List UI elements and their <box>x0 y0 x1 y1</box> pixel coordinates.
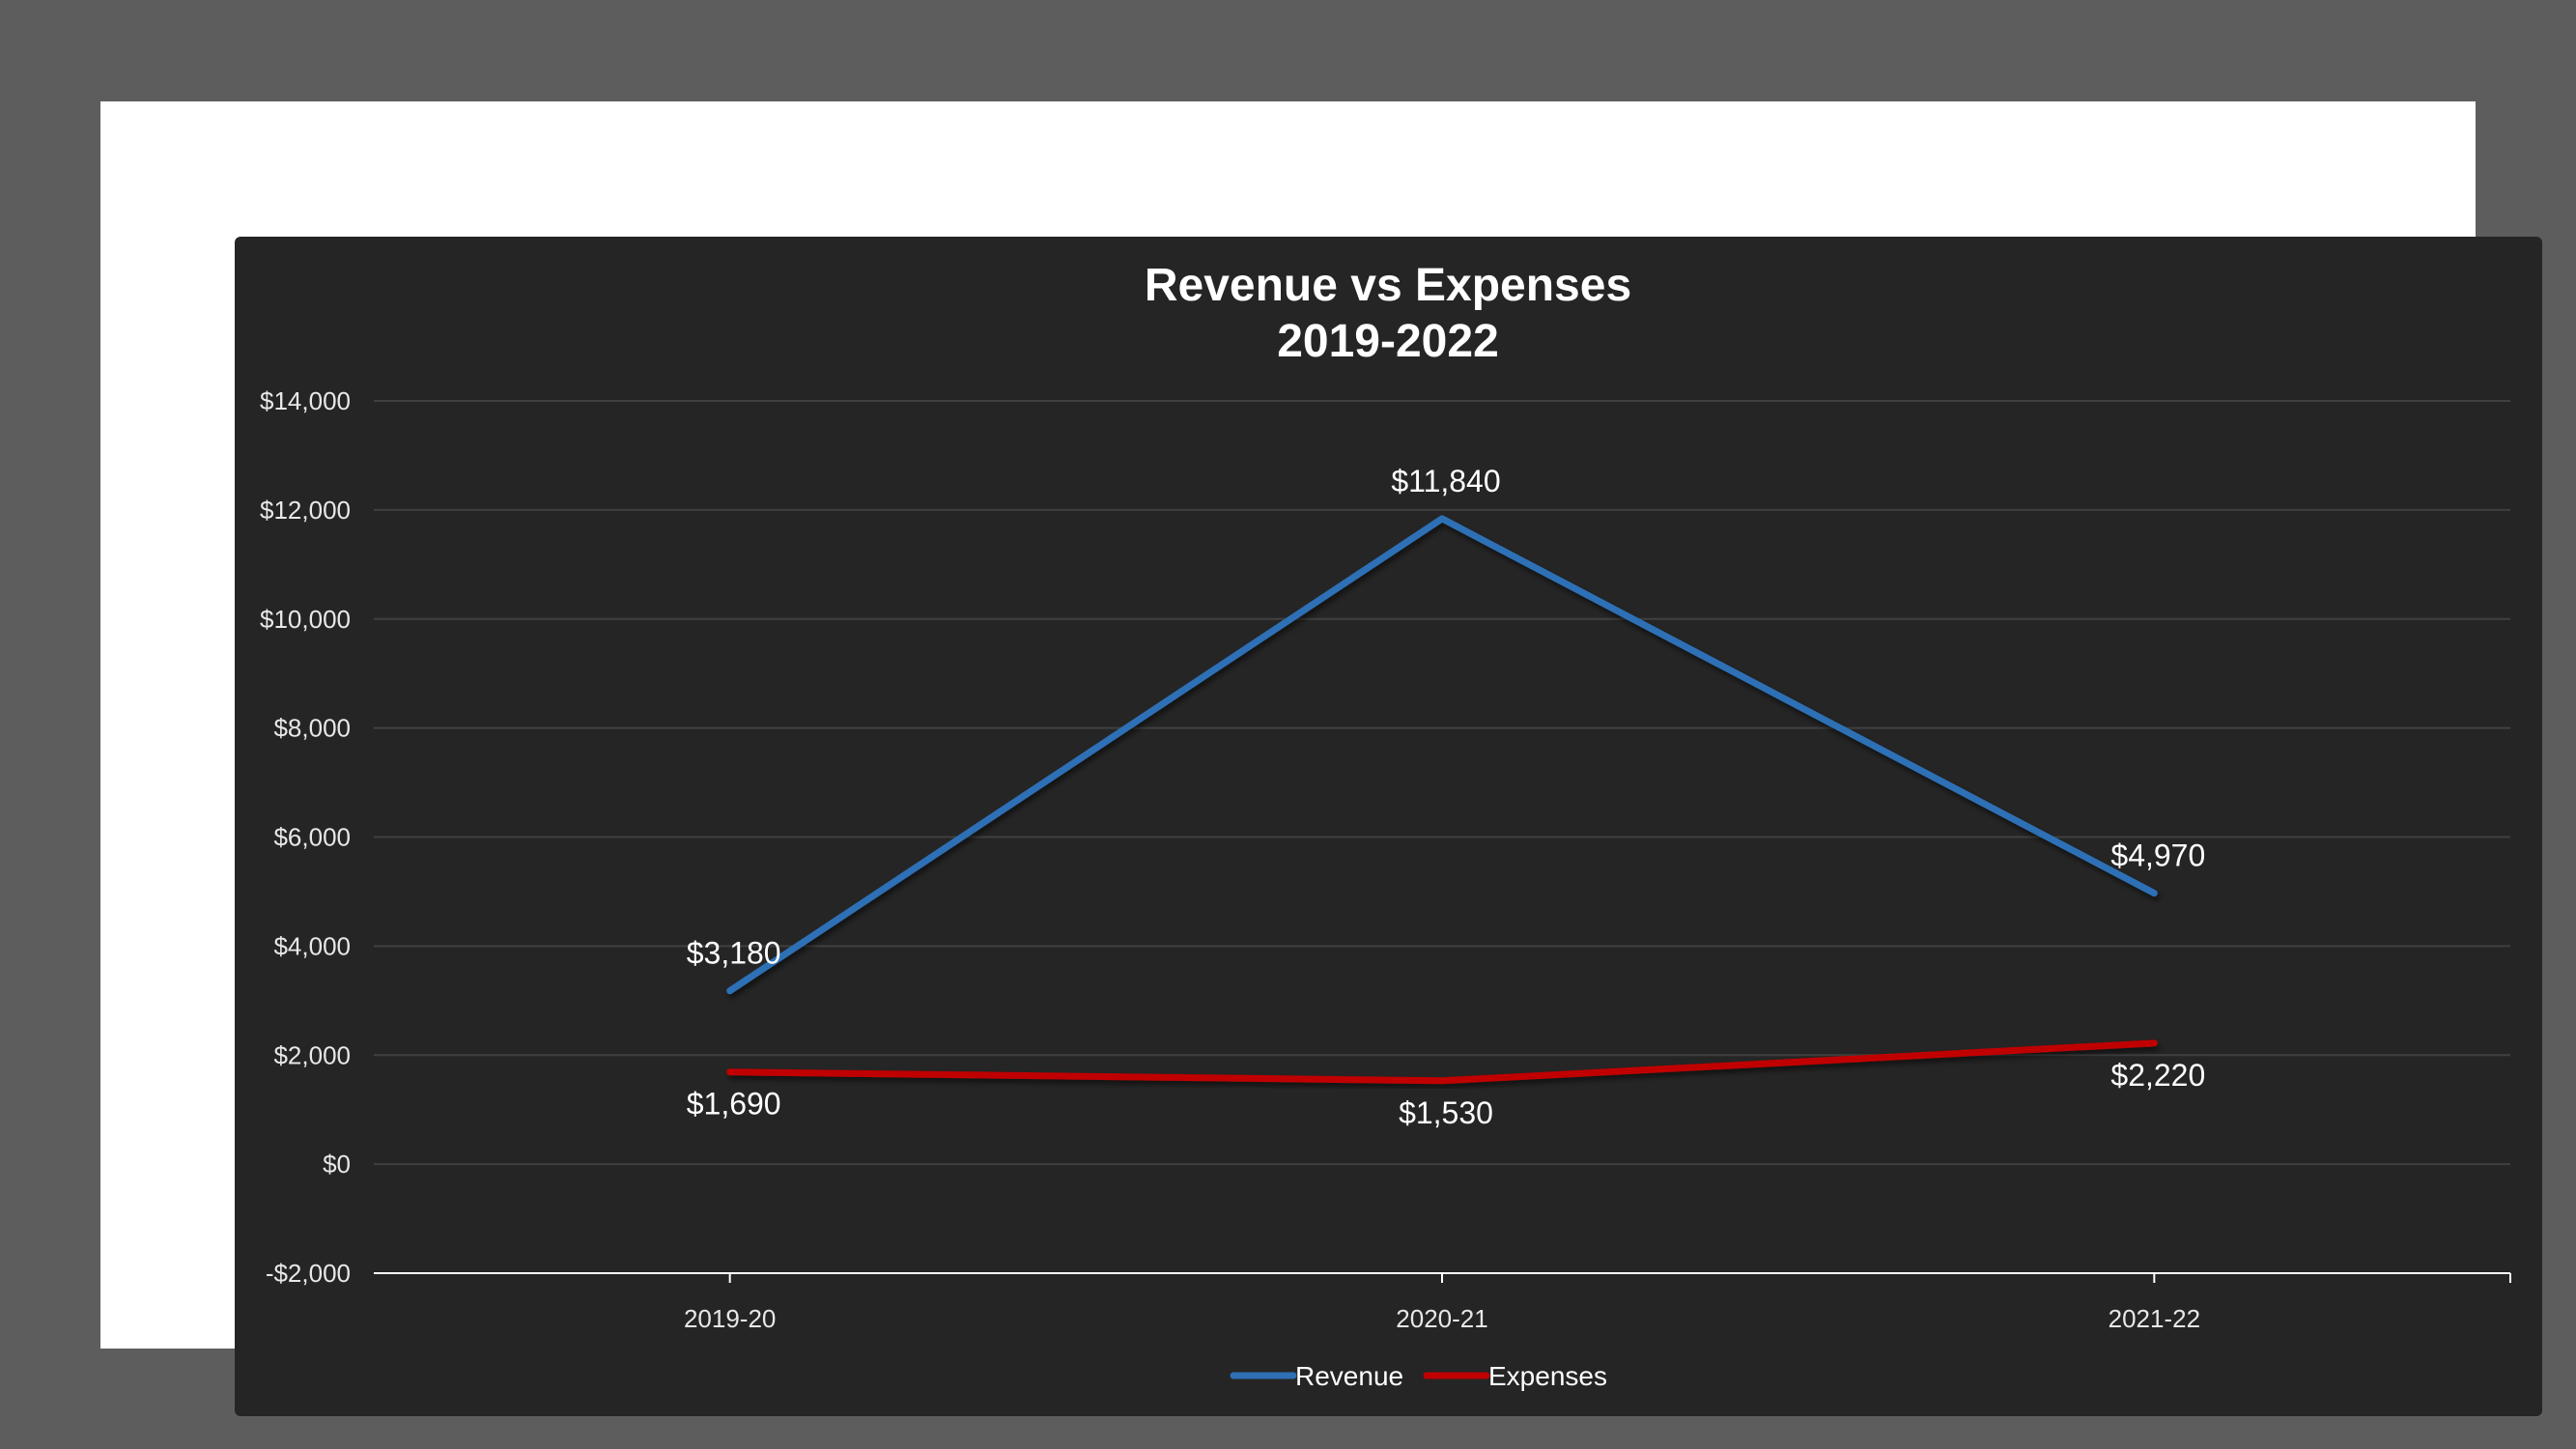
chart-frame: Revenue vs Expenses 2019-2022 -$2,000 $0 $… <box>100 101 2542 1416</box>
y-tick-label: $6,000 <box>273 823 351 852</box>
y-tick-label: -$2,000 <box>266 1259 351 1288</box>
y-tick-label: $4,000 <box>273 931 351 960</box>
legend-label-revenue: Revenue <box>1295 1361 1403 1391</box>
series-line-expenses <box>726 1039 2158 1085</box>
gridlines <box>374 400 2510 1274</box>
chart-area: Revenue vs Expenses 2019-2022 -$2,000 $0 $… <box>235 237 2542 1416</box>
data-labels: $3,180 $11,840 $4,970 $1,690 $1,530 $2,220 <box>687 464 2206 1130</box>
x-axis: 2019-20 2020-21 2021-22 <box>684 1273 2511 1333</box>
data-label-revenue: $11,840 <box>1391 464 1500 498</box>
y-axis: -$2,000 $0 $2,000 $4,000 $6,000 $8,000 $10,000… <box>260 386 351 1288</box>
legend-label-expenses: Expenses <box>1488 1361 1607 1391</box>
x-tick-label: 2020-21 <box>1396 1304 1487 1333</box>
y-tick-label: $12,000 <box>260 496 351 525</box>
legend: Revenue Expenses <box>1230 1361 1607 1391</box>
y-tick-label: $2,000 <box>273 1040 351 1069</box>
x-tick-label: 2019-20 <box>684 1304 776 1333</box>
data-label-expenses: $1,690 <box>687 1087 781 1122</box>
y-tick-label: $8,000 <box>273 714 351 743</box>
series-lines <box>726 515 2158 1085</box>
x-tick-label: 2021-22 <box>2109 1304 2200 1333</box>
y-tick-label: $14,000 <box>260 386 351 415</box>
data-label-revenue: $3,180 <box>687 936 781 971</box>
chart-title: Revenue vs Expenses <box>1145 260 1631 311</box>
data-label-revenue: $4,970 <box>2110 838 2205 873</box>
data-label-expenses: $2,220 <box>2110 1058 2205 1093</box>
chart-subtitle: 2019-2022 <box>1277 316 1499 367</box>
y-tick-label: $10,000 <box>260 605 351 634</box>
y-tick-label: $0 <box>323 1150 351 1179</box>
data-label-expenses: $1,530 <box>1399 1095 1493 1130</box>
line-chart: Revenue vs Expenses 2019-2022 -$2,000 $0 $… <box>260 260 2511 1391</box>
series-line-revenue <box>726 515 2158 995</box>
